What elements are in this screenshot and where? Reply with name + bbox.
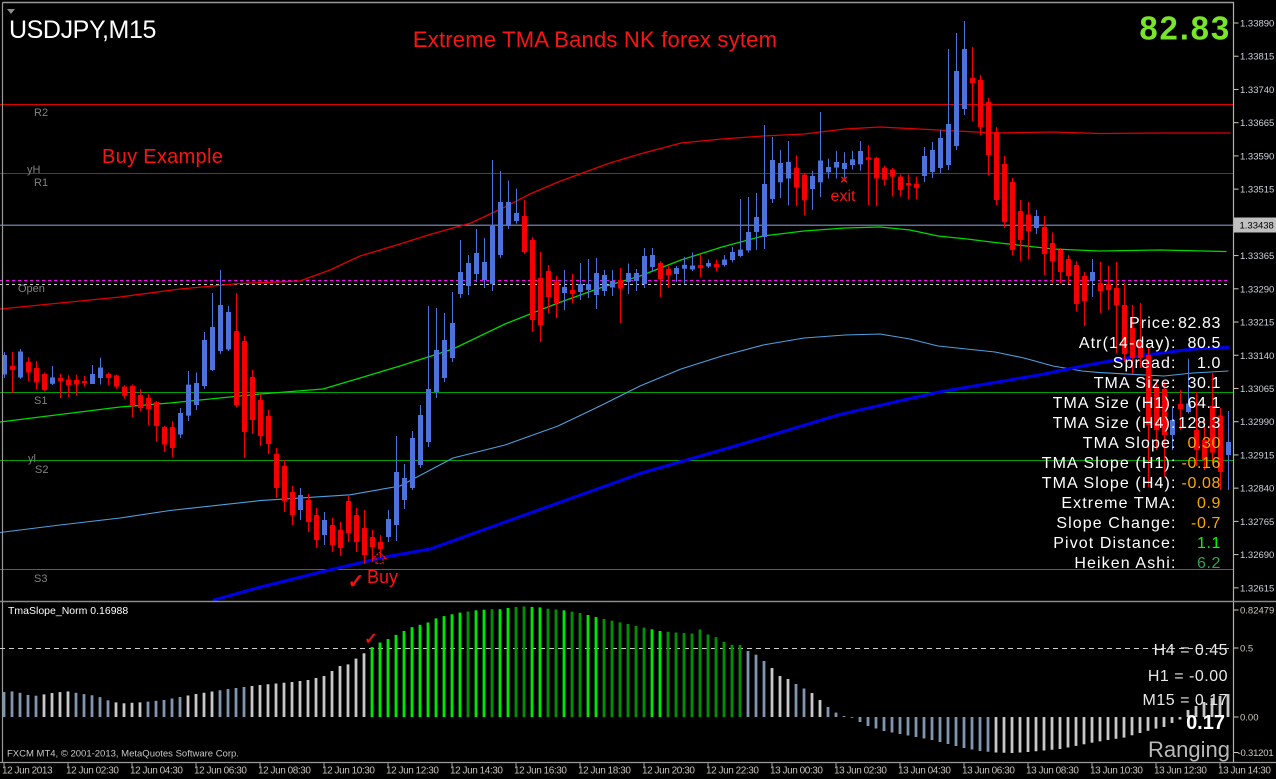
svg-text:13 Jun 08:30: 13 Jun 08:30 [1026,766,1079,777]
svg-text:1.33365: 1.33365 [1240,251,1274,262]
svg-text:12 Jun 14:30: 12 Jun 14:30 [450,766,503,777]
svg-text:TMA Size (H1):: TMA Size (H1): [1053,395,1177,412]
svg-text:×: × [840,172,848,187]
svg-text:1.32840: 1.32840 [1240,484,1274,495]
svg-text:-0.31201: -0.31201 [1238,748,1274,759]
svg-text:S1: S1 [34,395,47,407]
svg-text:128.3: 128.3 [1178,415,1221,432]
svg-text:13 Jun 06:30: 13 Jun 06:30 [962,766,1015,777]
svg-text:13 Jun 00:30: 13 Jun 00:30 [770,766,823,777]
svg-text:1.32690: 1.32690 [1240,550,1274,561]
svg-text:TMA Slope:: TMA Slope: [1083,435,1177,452]
svg-text:TmaSlope_Norm 0.16988: TmaSlope_Norm 0.16988 [8,605,128,617]
svg-text:12 Jun 2013: 12 Jun 2013 [2,766,53,777]
svg-text:✓: ✓ [364,631,377,648]
svg-text:TMA Slope (H1):: TMA Slope (H1): [1042,455,1177,472]
svg-text:TMA Size (H4):: TMA Size (H4): [1053,415,1177,432]
svg-text:0.82479: 0.82479 [1240,606,1274,617]
svg-text:13 Jun 14:30: 13 Jun 14:30 [1218,766,1271,777]
svg-text:12 Jun 18:30: 12 Jun 18:30 [578,766,631,777]
svg-text:13 Jun 12:30: 13 Jun 12:30 [1154,766,1207,777]
svg-text:1.33438: 1.33438 [1240,221,1274,232]
svg-text:0.9: 0.9 [1197,495,1221,512]
svg-text:Extreme TMA:: Extreme TMA: [1061,495,1176,512]
svg-text:13 Jun 10:30: 13 Jun 10:30 [1090,766,1143,777]
svg-text:Spread:: Spread: [1113,355,1177,372]
svg-text:12 Jun 06:30: 12 Jun 06:30 [194,766,247,777]
svg-text:Atr(14-day):: Atr(14-day): [1079,335,1177,352]
svg-text:82.83: 82.83 [1139,10,1231,47]
svg-text:12 Jun 08:30: 12 Jun 08:30 [258,766,311,777]
svg-text:H1 = -0.00: H1 = -0.00 [1148,668,1228,685]
svg-text:12 Jun 16:30: 12 Jun 16:30 [514,766,567,777]
svg-text:12 Jun 02:30: 12 Jun 02:30 [66,766,119,777]
svg-text:13 Jun 02:30: 13 Jun 02:30 [834,766,887,777]
svg-text:-0.16: -0.16 [1182,455,1221,472]
svg-text:1.32990: 1.32990 [1240,417,1274,428]
svg-text:1.33815: 1.33815 [1240,52,1274,63]
svg-text:12 Jun 12:30: 12 Jun 12:30 [386,766,439,777]
svg-text:0.00: 0.00 [1240,713,1259,724]
svg-text:80.5: 80.5 [1187,335,1221,352]
svg-text:30.1: 30.1 [1187,375,1221,392]
svg-text:S3: S3 [34,573,47,585]
svg-text:0.30: 0.30 [1187,435,1221,452]
svg-text:Open: Open [18,283,45,295]
svg-text:0.17: 0.17 [1186,712,1225,734]
svg-text:12 Jun 04:30: 12 Jun 04:30 [130,766,183,777]
svg-text:13 Jun 04:30: 13 Jun 04:30 [898,766,951,777]
svg-text:82.83: 82.83 [1178,315,1221,332]
svg-text:1.32765: 1.32765 [1240,517,1274,528]
svg-text:Heiken Ashi:: Heiken Ashi: [1074,555,1176,572]
svg-text:1.33215: 1.33215 [1240,318,1274,329]
svg-text:TMA Size:: TMA Size: [1094,375,1177,392]
svg-text:12 Jun 10:30: 12 Jun 10:30 [322,766,375,777]
svg-text:1.33590: 1.33590 [1240,151,1274,162]
svg-text:1.33140: 1.33140 [1240,351,1274,362]
svg-text:R1: R1 [34,177,48,189]
svg-text:1.32615: 1.32615 [1240,583,1274,594]
svg-text:Pivot Distance:: Pivot Distance: [1053,535,1176,552]
svg-text:Slope Change:: Slope Change: [1056,515,1176,532]
svg-text:1.33515: 1.33515 [1240,185,1274,196]
svg-text:1.0: 1.0 [1197,355,1221,372]
svg-text:Buy: Buy [367,567,398,587]
svg-text:FXCM MT4, © 2001-2013, MetaQuo: FXCM MT4, © 2001-2013, MetaQuotes Softwa… [7,749,239,760]
svg-text:Ranging: Ranging [1148,737,1230,762]
svg-text:1.33065: 1.33065 [1240,384,1274,395]
svg-text:-0.08: -0.08 [1182,475,1221,492]
svg-text:✓: ✓ [348,571,365,593]
svg-text:Extreme TMA Bands NK forex syt: Extreme TMA Bands NK forex sytem [413,27,777,52]
svg-text:M15 = 0.17: M15 = 0.17 [1143,692,1229,709]
svg-text:1.33665: 1.33665 [1240,118,1274,129]
svg-text:R2: R2 [34,107,48,119]
svg-text:USDJPY,M15: USDJPY,M15 [9,16,156,44]
svg-text:64.1: 64.1 [1187,395,1221,412]
svg-text:-0.7: -0.7 [1191,515,1221,532]
svg-text:6.2: 6.2 [1197,555,1221,572]
svg-text:Buy Example: Buy Example [102,146,223,168]
svg-text:1.32915: 1.32915 [1240,450,1274,461]
svg-text:12 Jun 20:30: 12 Jun 20:30 [642,766,695,777]
svg-text:1.33740: 1.33740 [1240,85,1274,96]
svg-text:0.5: 0.5 [1240,644,1253,655]
svg-text:12 Jun 22:30: 12 Jun 22:30 [706,766,759,777]
svg-text:H4 = 0.45: H4 = 0.45 [1154,642,1228,659]
svg-text:1.1: 1.1 [1197,535,1221,552]
svg-text:TMA Slope (H4):: TMA Slope (H4): [1042,475,1177,492]
svg-text:yl: yl [28,453,36,465]
svg-text:1.33290: 1.33290 [1240,284,1274,295]
svg-text:1.33890: 1.33890 [1240,19,1274,30]
svg-text:S2: S2 [35,464,48,476]
svg-text:yH: yH [27,164,41,176]
svg-text:Price:: Price: [1129,315,1177,332]
svg-text:exit: exit [831,188,856,205]
